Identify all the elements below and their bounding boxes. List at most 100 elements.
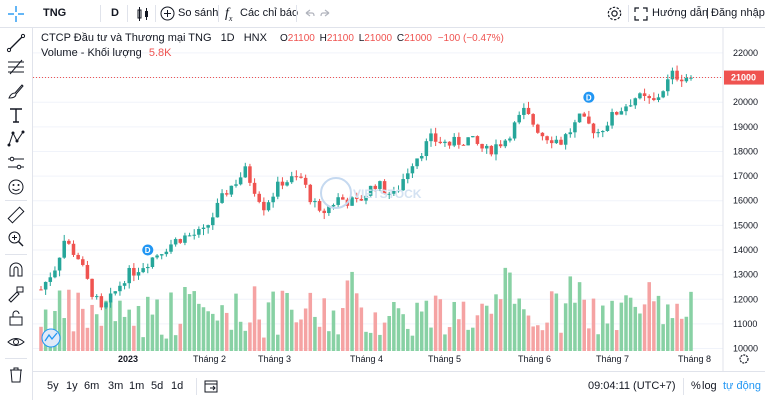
y-tick-label: 17000 [733, 171, 758, 181]
candle-body [508, 138, 512, 141]
candle-body [494, 144, 498, 155]
candle-body [415, 158, 419, 167]
candle-body [113, 291, 118, 294]
volume-bar [62, 318, 66, 351]
volume-bar [262, 337, 266, 351]
candle-body [573, 122, 577, 133]
indicators-button[interactable]: Các chỉ báo [240, 7, 299, 19]
undo-icon[interactable] [303, 8, 315, 20]
fullscreen-icon[interactable] [634, 7, 648, 21]
axis-settings-icon[interactable] [739, 354, 749, 364]
candle-body [238, 177, 243, 185]
candle-body [480, 143, 484, 149]
volume-bar [461, 301, 466, 351]
redo-icon[interactable] [320, 8, 332, 20]
candle-body [661, 91, 665, 98]
volume-bar [327, 331, 331, 351]
lock-draw-icon[interactable] [6, 284, 26, 304]
volume-bar [670, 318, 675, 351]
crosshair-icon[interactable] [7, 5, 25, 23]
candle-body [591, 123, 596, 134]
volume-bar [433, 295, 438, 351]
trash-icon[interactable] [6, 365, 26, 385]
volume-bar [197, 303, 201, 351]
price-chart[interactable]: 22000 21000 20000 19000 18000 17000 16000 15000… [33, 28, 765, 371]
interval-button[interactable]: D [111, 7, 119, 19]
volume-bar [118, 300, 122, 351]
symbol-search[interactable]: TNG [43, 7, 67, 19]
range-1m[interactable]: 1m [129, 380, 145, 392]
add-compare-icon[interactable] [160, 6, 175, 21]
settings-gear-icon[interactable] [606, 5, 623, 22]
dividend-marker[interactable] [583, 91, 595, 103]
range-1d[interactable]: 1d [171, 380, 184, 392]
percent-toggle[interactable]: % [691, 380, 701, 392]
range-6m[interactable]: 6m [84, 380, 100, 392]
range-3m[interactable]: 3m [108, 380, 124, 392]
volume-bar [424, 300, 429, 351]
trend-line-icon[interactable] [6, 33, 26, 53]
measure-icon[interactable] [6, 153, 26, 173]
ruler-icon[interactable] [6, 205, 26, 225]
indicators-fx-icon[interactable]: fx [225, 6, 233, 23]
x-tick-label: Tháng 5 [428, 354, 461, 364]
goto-date-icon[interactable] [204, 379, 218, 393]
candle-style-icon[interactable] [135, 6, 151, 22]
volume-bar [675, 303, 679, 351]
volume-bar [628, 297, 633, 351]
volume-bar [122, 316, 127, 351]
volume-bar [466, 329, 470, 351]
volume-bar [624, 295, 628, 351]
candle-body [587, 116, 591, 124]
lock-icon[interactable] [6, 308, 26, 328]
log-toggle[interactable]: log [702, 380, 717, 392]
candle-body [331, 204, 336, 207]
volume-bar [540, 330, 545, 351]
volume-bar [359, 307, 364, 351]
compare-button[interactable]: So sánh [178, 7, 219, 19]
candle-body [354, 197, 359, 199]
auto-scale-toggle[interactable]: tự động [723, 380, 761, 392]
clock[interactable]: 09:04:11 (UTC+7) [588, 380, 676, 392]
candle-body [489, 145, 494, 155]
candle-body [452, 136, 456, 146]
dividend-marker[interactable] [142, 244, 154, 256]
text-icon[interactable] [6, 105, 26, 125]
pattern-icon[interactable] [6, 129, 26, 149]
volume-bar [215, 320, 220, 351]
range-5y[interactable]: 5y [47, 380, 59, 392]
bottom-toolbar: 5y 1y 6m 3m 1m 5d 1d 09:04:11 (UTC+7) % log tự… [33, 371, 765, 400]
candle-body [201, 227, 206, 229]
range-1y[interactable]: 1y [66, 380, 78, 392]
volume-bar [661, 324, 665, 351]
candle-body [192, 234, 196, 236]
range-5d[interactable]: 5d [151, 380, 164, 392]
eye-icon[interactable] [6, 332, 26, 352]
volume-bar [113, 321, 118, 351]
volume-bar [285, 292, 289, 351]
brush-icon[interactable] [6, 81, 26, 101]
volume-bar [187, 294, 192, 351]
candle-body [582, 113, 586, 117]
candle-body [39, 289, 43, 291]
login-link[interactable]: Đăng nhập [711, 7, 765, 19]
volume-bar [484, 305, 489, 351]
zoom-in-icon[interactable] [6, 229, 26, 249]
separator [196, 378, 197, 395]
volume-bar [71, 331, 76, 351]
fib-icon[interactable] [6, 57, 26, 77]
magnet-icon[interactable] [6, 260, 26, 280]
volume-bar [354, 293, 359, 351]
candle-body [57, 257, 62, 271]
emoji-icon[interactable] [6, 177, 26, 197]
guide-link[interactable]: Hướng dẫn [652, 7, 709, 19]
candle-body [614, 112, 619, 115]
chart-area[interactable]: 22000 21000 20000 19000 18000 17000 16000 15000… [33, 28, 765, 371]
candle-body [132, 267, 136, 276]
candle-body [670, 70, 675, 80]
volume-bar [596, 334, 600, 351]
volume-bar [614, 330, 619, 351]
legend-exchange: HNX [243, 32, 267, 44]
volume-bar [368, 332, 373, 351]
candle-body [526, 107, 531, 115]
